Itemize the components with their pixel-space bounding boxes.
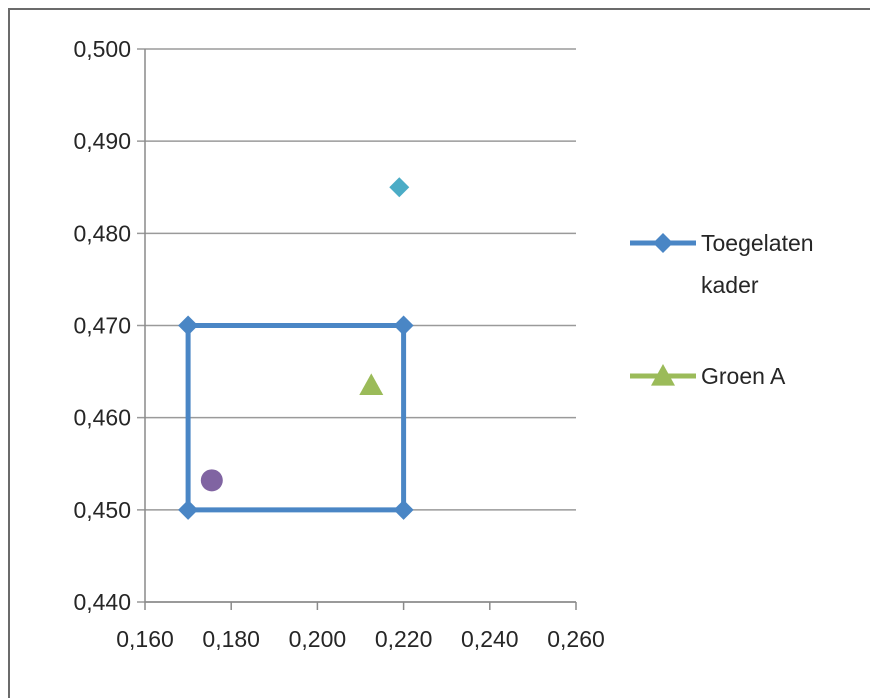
y-tick-label: 0,450 [73,497,131,523]
y-tick-label: 0,500 [73,36,131,62]
y-tick-label: 0,440 [73,589,131,615]
y-tick-labels: 0,500 0,490 0,480 0,470 0,460 0,450 0,440 [73,36,131,615]
plot-series [178,177,414,520]
legend-marker [651,364,675,386]
x-tick-label: 0,220 [375,626,433,652]
scatter-chart: 0,500 0,490 0,480 0,470 0,460 0,450 0,440 0,16… [73,36,814,652]
axes [144,49,577,610]
data-point [200,469,223,492]
x-tick-label: 0,200 [289,626,347,652]
legend-marker [653,233,673,253]
x-tick-label: 0,180 [202,626,260,652]
x-tick-label: 0,240 [461,626,519,652]
data-point [393,315,414,336]
data-point [393,499,414,520]
legend-label: Toegelaten [701,230,814,256]
data-point [178,315,199,336]
x-tick-labels: 0,160 0,180 0,200 0,220 0,240 0,260 [116,626,605,652]
legend-label: Groen A [701,363,786,389]
data-point [178,499,199,520]
y-tick-label: 0,470 [73,313,131,339]
data-point [359,373,384,396]
chart-frame [8,8,870,698]
x-tick-label: 0,260 [547,626,605,652]
y-tick-label: 0,480 [73,220,131,246]
legend: Toegelaten kader Groen A [630,230,814,389]
y-tick-label: 0,490 [73,128,131,154]
y-tick-label: 0,460 [73,405,131,431]
data-point [389,177,410,198]
x-tick-label: 0,160 [116,626,174,652]
legend-label: kader [701,272,759,298]
